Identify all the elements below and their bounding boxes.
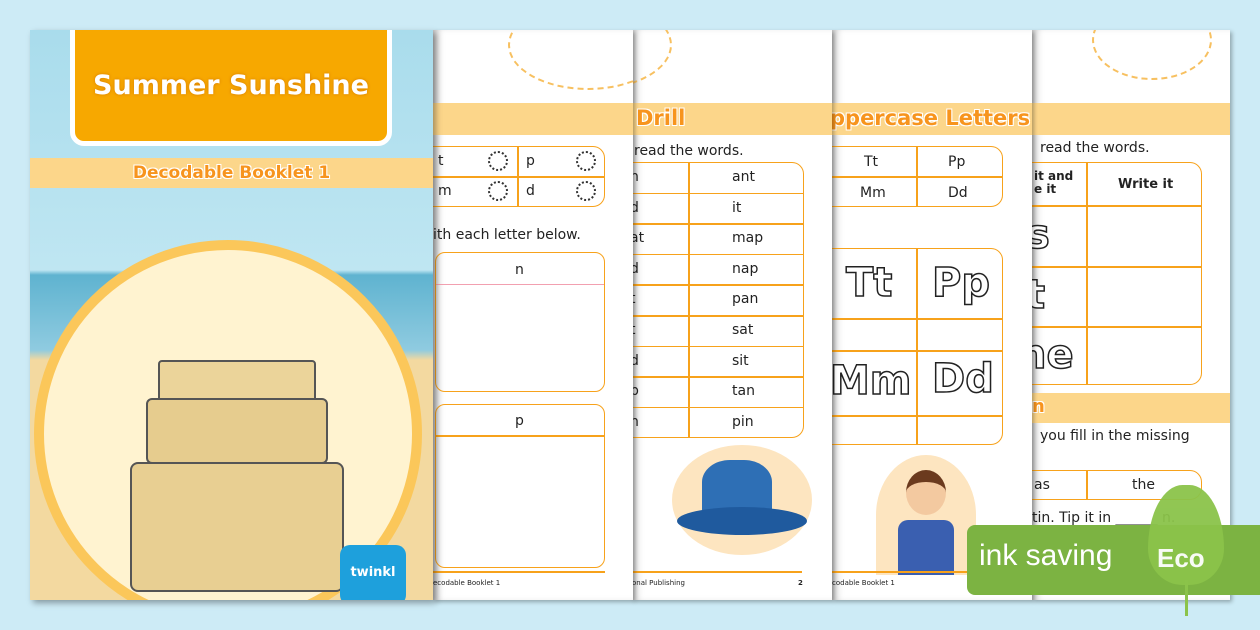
word-table [1032, 162, 1202, 385]
letter-pair: Mm [860, 185, 886, 201]
leaf-stem [1185, 580, 1188, 616]
dashed-path [1092, 30, 1212, 80]
page-number: 2 [798, 579, 803, 587]
letter: m [438, 183, 452, 199]
title-box: Summer Sunshine [70, 30, 392, 146]
leaf-icon: Eco [1148, 485, 1224, 585]
letter: p [526, 153, 535, 169]
sound-button-icon [488, 151, 508, 171]
trace-letters: Pp [931, 259, 990, 307]
word-right: pan [732, 291, 759, 308]
header-band [832, 103, 1032, 135]
word-right: nap [732, 260, 759, 277]
footer-text: onal Publishing [632, 579, 685, 587]
word-right: sit [732, 352, 749, 369]
word-left: p [632, 383, 639, 400]
twinkl-logo: twinkl [340, 545, 406, 600]
word-left: t [632, 322, 636, 338]
instruction: read the words. [1040, 140, 1150, 156]
instruction: read the words. [634, 143, 744, 159]
word: the [1132, 477, 1155, 493]
word-right: sat [732, 322, 754, 338]
eco-label: Eco [1157, 543, 1205, 573]
word-left: t [632, 291, 636, 308]
section-title: n [1032, 396, 1045, 417]
letter: t [438, 153, 444, 169]
word-right: ant [732, 169, 755, 185]
page-title: Drill [636, 106, 686, 130]
word-right: map [732, 230, 764, 247]
column-header: it and e it [1034, 169, 1074, 196]
page-title: ppercase Letters [832, 106, 1031, 130]
page-1: t p m d ith each letter below. n p ecoda… [433, 30, 633, 600]
word-table [632, 162, 804, 438]
subtitle-band: Decodable Booklet 1 [30, 158, 433, 188]
cover-title: Summer Sunshine [93, 69, 369, 101]
page-4: read the words. it and e it Write it s t… [1032, 30, 1230, 600]
letter: d [526, 183, 535, 199]
sentence: tin. Tip it in ______ n. [1032, 510, 1176, 526]
letter-pair: Pp [948, 154, 966, 170]
child-illustration [876, 455, 976, 575]
cover-subtitle: Decodable Booklet 1 [132, 163, 331, 183]
word-left: d [632, 199, 639, 216]
page-3: ppercase Letters Tt Pp Mm Dd Tt Pp Mm Dd… [832, 30, 1032, 600]
sound-button-icon [488, 181, 508, 201]
letter-pair: Dd [948, 185, 968, 201]
word-left: n [632, 413, 639, 430]
column-header: Write it [1118, 177, 1174, 192]
drawing-box [435, 404, 605, 568]
letter-pair: Tt [864, 154, 879, 170]
word-left: d [632, 352, 639, 369]
sound-button-icon [576, 181, 596, 201]
page-2: Drill read the words. n ant d it at map d nap t p… [632, 30, 832, 600]
word: as [1034, 477, 1050, 493]
word-left: n [632, 169, 639, 185]
footer-text: ecodable Booklet 1 [433, 579, 501, 587]
trace-letters: Tt [845, 259, 893, 307]
word-left: d [632, 260, 639, 277]
header-band [632, 103, 832, 135]
badge-text: ink saving [979, 539, 1113, 572]
trace-letters: Mm [832, 357, 912, 405]
trace-word: ne [1032, 331, 1074, 379]
sound-button-icon [576, 151, 596, 171]
trace-word: t [1032, 271, 1046, 319]
cover-page: Summer Sunshine Decodable Booklet 1 twin… [30, 30, 433, 600]
logo-text: twinkl [350, 565, 396, 580]
instruction: ith each letter below. [433, 227, 581, 243]
hat-illustration [672, 445, 812, 555]
word-right: pin [732, 413, 754, 430]
footer-text: codable Booklet 1 [832, 579, 895, 587]
trace-letters: Dd [931, 355, 994, 403]
word-right: tan [732, 383, 755, 400]
trace-word: s [1032, 211, 1051, 259]
word-left: at [632, 230, 645, 247]
box-label: n [515, 262, 524, 278]
box-label: p [515, 413, 524, 429]
tracing-table [832, 248, 1003, 445]
word-right: it [732, 199, 742, 216]
drawing-box [435, 252, 605, 392]
instruction: you fill in the missing [1040, 428, 1190, 444]
header-band [1032, 103, 1230, 135]
header-band [433, 103, 633, 135]
